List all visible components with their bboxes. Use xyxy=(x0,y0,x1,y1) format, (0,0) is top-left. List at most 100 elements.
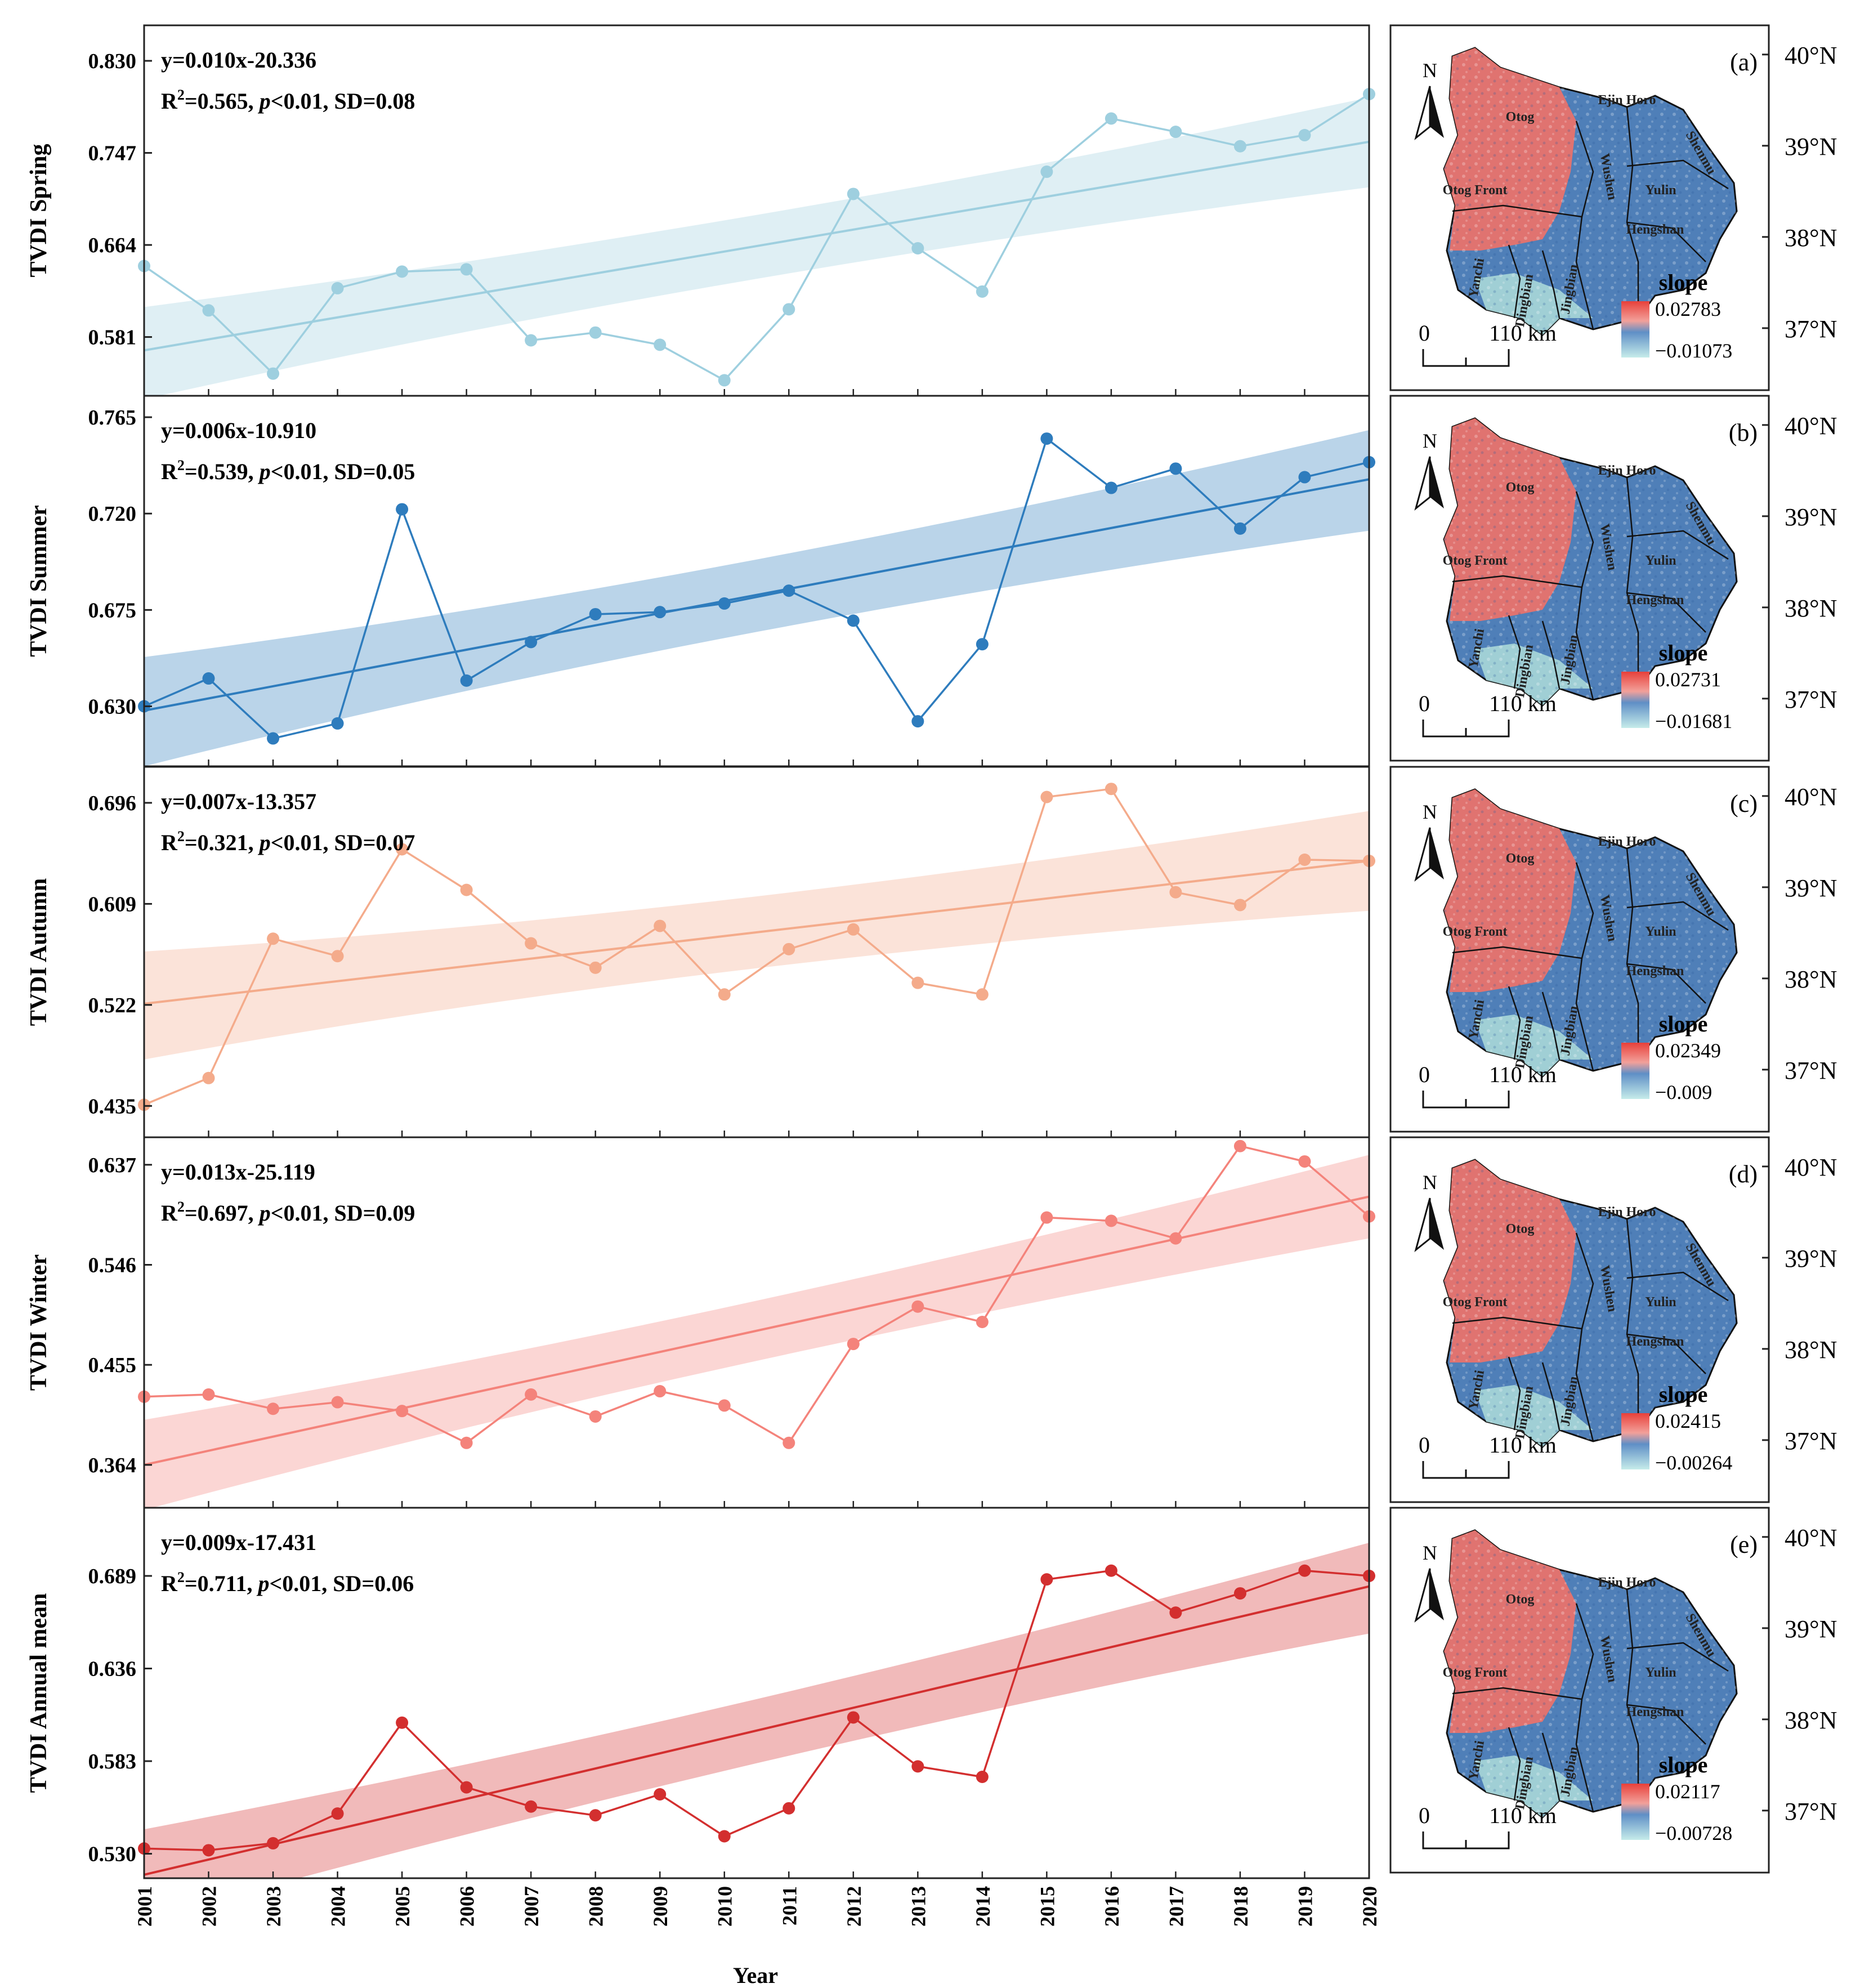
data-point-2019 xyxy=(1298,471,1311,484)
legend-colorbar xyxy=(1621,301,1649,358)
lat-label: 39°N xyxy=(1785,1245,1837,1272)
county-label: Yulin xyxy=(1645,553,1676,568)
y-tick-label: 0.435 xyxy=(88,1094,137,1118)
data-point-2004 xyxy=(331,282,344,294)
county-boundary xyxy=(1508,1727,1521,1801)
county-label: Otog Front xyxy=(1443,924,1508,939)
chart-panel-4: 0.530 0.583 0.636 0.689 TVDI Annual mean y=0.… xyxy=(26,1507,1381,1927)
county-boundary xyxy=(1452,575,1582,588)
legend-min: −0.00728 xyxy=(1655,1822,1732,1844)
data-point-2002 xyxy=(202,1071,215,1084)
legend-title: slope xyxy=(1659,1752,1708,1777)
x-tick-label-2001: 2001 xyxy=(133,1886,156,1927)
data-point-2003 xyxy=(267,367,280,380)
scale-label: 110 km xyxy=(1489,1062,1557,1087)
data-point-2018 xyxy=(1233,522,1246,535)
data-point-2016 xyxy=(1105,112,1117,125)
lat-label: 39°N xyxy=(1785,133,1837,160)
y-tick-label: 0.581 xyxy=(88,326,137,350)
series-line xyxy=(144,437,1369,740)
lat-label: 37°N xyxy=(1785,1057,1837,1084)
scale-label: 110 km xyxy=(1489,320,1557,346)
regression-stats: R2=0.711, p<0.01, SD=0.06 xyxy=(161,1569,414,1596)
region-texture xyxy=(1444,789,1737,1076)
legend-min: −0.01681 xyxy=(1655,710,1732,732)
trend-line xyxy=(144,1585,1369,1876)
data-point-2016 xyxy=(1105,1214,1117,1227)
data-point-2014 xyxy=(976,988,989,1001)
data-point-2013 xyxy=(911,715,924,728)
trend-line xyxy=(144,140,1369,352)
data-point-2011 xyxy=(783,584,795,597)
series-line xyxy=(144,93,1369,382)
data-point-2015 xyxy=(1040,1573,1053,1586)
lat-label: 40°N xyxy=(1785,1154,1837,1181)
legend-colorbar xyxy=(1621,672,1649,728)
x-tick-label-2003: 2003 xyxy=(262,1886,285,1927)
county-boundary xyxy=(1452,204,1582,218)
plot-area xyxy=(144,430,1369,766)
county-boundary xyxy=(1508,1356,1521,1431)
county-boundary xyxy=(1541,1362,1561,1431)
data-point-2003 xyxy=(267,1402,280,1415)
region-texture xyxy=(1444,48,1737,335)
y-axis-label: TVDI Winter xyxy=(26,1254,52,1391)
confidence-band xyxy=(144,430,1369,766)
x-tick-label-2016: 2016 xyxy=(1101,1886,1123,1927)
legend-title: slope xyxy=(1659,1382,1708,1407)
y-tick-label: 0.530 xyxy=(88,1843,137,1866)
county-boundary xyxy=(1626,592,1706,633)
data-point-2009 xyxy=(654,919,667,932)
x-tick-label-2006: 2006 xyxy=(456,1886,479,1927)
legend-max: 0.02117 xyxy=(1655,1780,1720,1803)
y-tick-label: 0.546 xyxy=(88,1253,137,1277)
data-point-2009 xyxy=(654,606,667,619)
data-point-2012 xyxy=(847,1711,860,1724)
north-arrow-right xyxy=(1430,86,1444,138)
chart-panel-0: 0.581 0.664 0.747 0.830 TVDI Spring y=0.010x-… xyxy=(26,24,1375,397)
north-label: N xyxy=(1423,801,1437,823)
data-point-2018 xyxy=(1233,1140,1246,1152)
y-axis-label: TVDI Summer xyxy=(26,505,52,657)
lat-label: 38°N xyxy=(1785,1706,1837,1734)
county-label: Otog xyxy=(1506,851,1535,866)
data-point-2010 xyxy=(718,1830,731,1843)
x-tick-label-2004: 2004 xyxy=(327,1886,350,1927)
legend-max: 0.02415 xyxy=(1655,1410,1721,1432)
county-label: Hengshan xyxy=(1626,222,1684,237)
panel-letter: (e) xyxy=(1730,1531,1758,1558)
legend-min: −0.009 xyxy=(1655,1081,1712,1104)
regression-equation: y=0.010x-20.336 xyxy=(161,47,316,73)
plot-area xyxy=(144,1543,1369,1878)
trend-line xyxy=(144,1195,1369,1466)
regression-stats: R2=0.565, p<0.01, SD=0.08 xyxy=(161,87,415,114)
series-line xyxy=(144,1145,1369,1445)
data-point-2013 xyxy=(911,976,924,989)
county-boundary xyxy=(1626,1704,1706,1745)
north-arrow-right xyxy=(1430,1569,1444,1620)
data-point-2013 xyxy=(911,242,924,254)
data-point-2015 xyxy=(1040,1211,1053,1224)
data-point-2007 xyxy=(525,636,538,649)
y-tick-label: 0.664 xyxy=(88,234,137,257)
data-point-2007 xyxy=(525,1800,538,1813)
regression-equation: y=0.007x-13.357 xyxy=(161,789,316,814)
plot-area xyxy=(144,93,1369,396)
data-point-2005 xyxy=(396,265,409,278)
lat-label: 38°N xyxy=(1785,966,1837,993)
data-point-2002 xyxy=(202,1844,215,1857)
county-boundary xyxy=(1508,244,1521,319)
legend-max: 0.02731 xyxy=(1655,668,1721,691)
data-point-2007 xyxy=(525,1388,538,1401)
data-point-2002 xyxy=(202,672,215,685)
x-tick-label-2009: 2009 xyxy=(649,1886,672,1927)
series-line xyxy=(144,1569,1369,1852)
y-tick-label: 0.522 xyxy=(88,994,137,1017)
scale-zero: 0 xyxy=(1419,1803,1430,1828)
data-point-2019 xyxy=(1298,129,1311,142)
north-label: N xyxy=(1423,430,1437,452)
x-tick-label-2017: 2017 xyxy=(1165,1886,1187,1927)
